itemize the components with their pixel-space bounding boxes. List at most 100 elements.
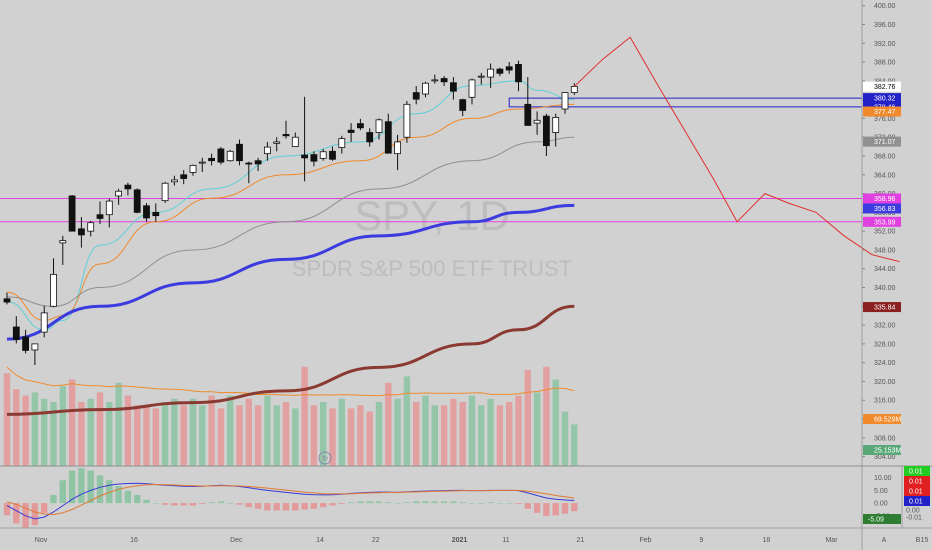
- price-tick-label: 396.00: [874, 22, 896, 29]
- candle-body: [263, 146, 271, 155]
- volume-bar: [292, 408, 299, 466]
- macd-histogram-bar: [450, 501, 457, 504]
- volume-bar: [106, 402, 113, 466]
- time-axis-label: 2021: [452, 537, 468, 544]
- volume-bar: [143, 405, 150, 466]
- volume-bar: [450, 398, 457, 466]
- macd-histogram-bar: [3, 503, 11, 516]
- volume-bar: [561, 411, 569, 466]
- price-tick-label: 348.00: [874, 247, 896, 254]
- price-tick-label: 400.00: [874, 3, 896, 10]
- moving-average-line: [6, 136, 575, 307]
- macd-histogram-bar: [124, 490, 132, 504]
- candle-body: [115, 190, 122, 197]
- macd-histogram-bar: [394, 503, 401, 504]
- candle-body: [3, 298, 11, 303]
- price-tag-label: 382.76: [874, 84, 896, 91]
- candle-body: [40, 312, 48, 333]
- candle-body: [180, 174, 188, 179]
- macd-histogram-bar: [134, 494, 141, 504]
- macd-tag-bg: [904, 476, 930, 486]
- macd-histogram-bar: [506, 503, 513, 504]
- price-tag-label: 371.07: [874, 139, 896, 146]
- candle-body: [375, 119, 383, 133]
- macd-histogram-bar: [347, 502, 355, 504]
- macd-histogram-bar: [106, 480, 113, 504]
- volume-bar: [124, 395, 132, 466]
- candle-body: [310, 154, 318, 162]
- time-axis-label: 11: [502, 537, 509, 544]
- volume-bar: [524, 370, 531, 466]
- macd-secondary-tick: -0.01: [906, 515, 922, 522]
- symbol-watermark: SPY, 1D: [354, 192, 510, 239]
- volume-bar: [385, 382, 392, 466]
- volume-bar: [375, 402, 383, 466]
- volume-tag-bg: [863, 414, 901, 424]
- macd-histogram-bar: [422, 501, 429, 504]
- volume-tag-bg: [863, 445, 901, 455]
- candle-body: [561, 92, 569, 110]
- replay-circle-icon[interactable]: [318, 451, 332, 465]
- macd-tag-label: 0.01: [909, 479, 923, 486]
- macd-tag-label: -5.09: [868, 517, 884, 524]
- candle-body: [282, 133, 290, 137]
- price-tick-label: 304.00: [874, 454, 896, 461]
- candle-body: [384, 121, 392, 154]
- macd-histogram-bar: [561, 503, 569, 514]
- volume-bar: [59, 386, 66, 466]
- volume-ma-line: [6, 366, 575, 397]
- axis-mode-button[interactable]: A: [882, 537, 887, 544]
- volume-bar: [161, 402, 169, 466]
- volume-bar: [496, 405, 504, 466]
- volume-bar: [13, 389, 20, 466]
- moving-average-line: [6, 304, 575, 416]
- macd-histogram-bar: [13, 503, 20, 524]
- macd-histogram-bar: [236, 503, 243, 505]
- candle-body: [152, 211, 160, 217]
- macd-tick-label: 5.00: [874, 488, 888, 495]
- volume-bar: [403, 376, 411, 466]
- candle-body: [552, 117, 560, 133]
- candle-body: [338, 138, 346, 148]
- macd-tag-bg: [904, 496, 930, 506]
- price-tag-label: 335.84: [874, 305, 896, 312]
- volume-bar: [459, 402, 466, 466]
- time-axis-label: 18: [763, 537, 771, 544]
- candle-body: [570, 86, 578, 93]
- volume-bar: [440, 405, 448, 466]
- price-tag-bg: [863, 93, 901, 104]
- candle-body: [12, 326, 20, 341]
- volume-bar: [217, 408, 225, 466]
- candle-body: [87, 222, 95, 232]
- volume-bar: [3, 373, 11, 466]
- macd-histogram-bar: [357, 501, 364, 504]
- macd-histogram-bar: [431, 501, 438, 504]
- volume-bar: [357, 405, 364, 466]
- macd-tag-bg: [904, 486, 930, 496]
- candle-body: [105, 200, 113, 216]
- volume-bar: [134, 405, 141, 466]
- volume-bar: [478, 405, 485, 466]
- candle-body: [412, 92, 420, 100]
- macd-histogram-bar: [143, 499, 150, 504]
- candle-body: [68, 195, 76, 232]
- moving-average-line: [6, 80, 575, 331]
- macd-tag-label: 0.01: [909, 489, 923, 496]
- macd-histogram-bar: [264, 503, 271, 511]
- price-tick-label: 368.00: [874, 154, 896, 161]
- candle-body: [459, 99, 467, 111]
- axis-mode-button[interactable]: B: [916, 537, 921, 544]
- macd-tick-label: 0.00: [874, 501, 888, 508]
- candle-body: [96, 214, 104, 219]
- candle-body: [198, 161, 206, 164]
- candle-body: [245, 162, 253, 165]
- replay-glyph: ↻: [322, 454, 329, 463]
- candle-body: [347, 129, 355, 133]
- price-tick-label: 340.00: [874, 285, 896, 292]
- candle-body: [394, 141, 402, 155]
- candle-body: [170, 179, 178, 183]
- candle-body: [226, 150, 234, 162]
- macd-histogram-bar: [87, 470, 94, 504]
